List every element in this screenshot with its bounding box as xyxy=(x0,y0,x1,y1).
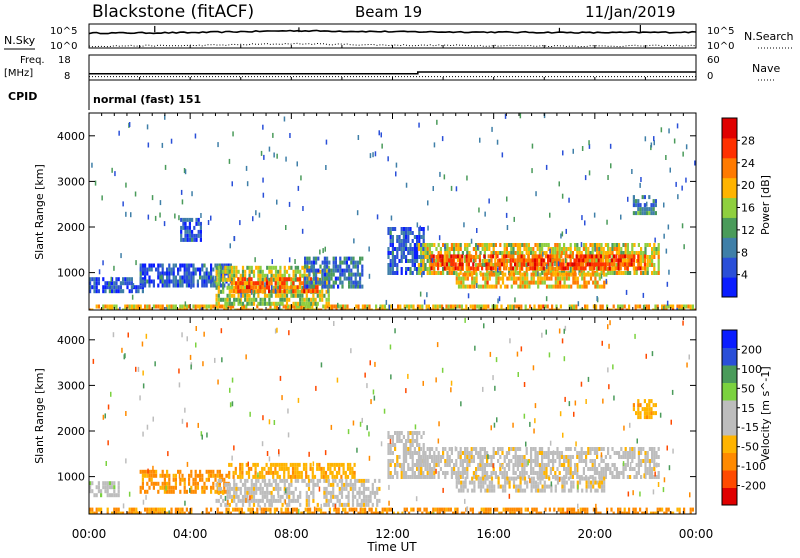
x-tick-label: 04:00 xyxy=(173,527,208,541)
x-tick-label: 00:00 xyxy=(679,527,714,541)
colorbar-tick-label: -15 xyxy=(741,421,759,434)
freq-line xyxy=(89,72,696,74)
x-tick-label: 08:00 xyxy=(274,527,309,541)
colorbar-swatch xyxy=(722,257,737,277)
velocity-ylabel: Slant Range [km] xyxy=(33,368,46,464)
y-tick-label: 2000 xyxy=(57,425,85,438)
nsearch-label: N.Search xyxy=(744,30,794,43)
power-colorbar: 28 24 20 16 12 8 4 xyxy=(722,118,755,298)
velocity-region xyxy=(228,463,356,479)
colorbar-swatch xyxy=(722,198,737,218)
colorbar-swatch xyxy=(722,365,737,383)
freq-tick-bottom: 8 xyxy=(64,71,70,82)
y-tick-label: 3000 xyxy=(57,379,85,392)
nave-tick-bottom: 0 xyxy=(707,71,713,82)
colorbar-swatch xyxy=(722,435,737,453)
x-tick-label: 16:00 xyxy=(476,527,511,541)
colorbar-swatch xyxy=(722,138,737,158)
y-tick-label: 2000 xyxy=(57,221,85,234)
freq-label: Freq. xyxy=(20,55,45,66)
noise-tick-left-top: 10^5 xyxy=(50,26,77,37)
colorbar-tick-label: 200 xyxy=(741,343,762,356)
noise-tick-left-bottom: 10^0 xyxy=(50,41,77,52)
colorbar-swatch xyxy=(722,400,737,418)
colorbar-tick-label: 4 xyxy=(741,269,748,282)
colorbar-swatch xyxy=(722,418,737,436)
noise-tick-right-top: 10^5 xyxy=(707,26,734,37)
velocity-panel xyxy=(89,317,696,519)
colorbar-swatch xyxy=(722,277,737,297)
velocity-colorbar-label: Velocity [m s^-1] xyxy=(759,366,772,461)
nave-tick-top: 60 xyxy=(707,55,720,66)
nsky-line xyxy=(89,30,696,33)
date-title: 11/Jan/2019 xyxy=(585,3,676,21)
power-ylabel: Slant Range [km] xyxy=(33,164,46,260)
x-tick-label: 00:00 xyxy=(72,527,107,541)
velocity-speckles xyxy=(93,318,691,519)
colorbar-tick-label: -50 xyxy=(741,441,759,454)
velocity-region xyxy=(89,481,120,497)
colorbar-swatch xyxy=(722,237,737,257)
y-tick-label: 1000 xyxy=(57,267,85,280)
beam-title: Beam 19 xyxy=(355,3,422,21)
velocity-region xyxy=(216,479,381,507)
colorbar-tick-label: 8 xyxy=(741,246,748,259)
power-panel xyxy=(89,113,697,315)
colorbar-swatch xyxy=(722,453,737,471)
colorbar-tick-label: 16 xyxy=(741,202,755,215)
colorbar-tick-label: -200 xyxy=(741,480,766,493)
colorbar-swatch xyxy=(722,217,737,237)
colorbar-swatch xyxy=(722,348,737,366)
colorbar-tick-label: 20 xyxy=(741,179,755,192)
colorbar-swatch xyxy=(722,178,737,198)
freq-tick-top: 18 xyxy=(58,55,71,66)
colorbar-tick-label: 24 xyxy=(741,157,755,170)
colorbar-swatch xyxy=(722,383,737,401)
x-tick-label: 20:00 xyxy=(578,527,613,541)
y-tick-label: 4000 xyxy=(57,334,85,347)
colorbar-swatch xyxy=(722,330,737,348)
power-colorbar-label: Power [dB] xyxy=(759,175,772,235)
power-region xyxy=(89,277,146,293)
velocity-region xyxy=(633,399,657,419)
colorbar-tick-label: 50 xyxy=(741,382,755,395)
station-title: Blackstone (fitACF) xyxy=(92,2,254,22)
colorbar-tick-label: 28 xyxy=(741,134,755,147)
velocity-y-ticks: 4000 3000 2000 1000 xyxy=(57,334,696,484)
cpid-label: CPID xyxy=(8,90,37,103)
x-axis-label: Time UT xyxy=(366,540,417,554)
colorbar-tick-label: 12 xyxy=(741,224,755,237)
power-region xyxy=(633,195,657,215)
nave-label: Nave xyxy=(752,62,780,75)
colorbar-swatch xyxy=(722,488,737,506)
y-tick-label: 1000 xyxy=(57,471,85,484)
colorbar-swatch xyxy=(722,118,737,138)
noise-tick-right-bottom: 10^0 xyxy=(707,41,734,52)
freq-unit: [MHz] xyxy=(4,68,33,79)
velocity-region xyxy=(140,470,230,494)
power-region xyxy=(456,273,608,289)
colorbar-tick-label: 15 xyxy=(741,402,755,415)
x-tick-label: 12:00 xyxy=(375,527,410,541)
colorbar-swatch xyxy=(722,158,737,178)
y-tick-label: 3000 xyxy=(57,175,85,188)
cpid-value: normal (fast) 151 xyxy=(93,93,201,106)
power-region xyxy=(180,218,202,242)
nsky-label: N.Sky xyxy=(4,34,36,47)
x-axis-ticks: 00:00 04:00 08:00 12:00 16:00 20:00 00:00 xyxy=(72,527,714,541)
power-cells xyxy=(89,113,697,315)
y-tick-label: 4000 xyxy=(57,130,85,143)
colorbar-swatch xyxy=(722,470,737,488)
noise-panel-frame xyxy=(89,24,696,48)
velocity-cells xyxy=(89,318,694,519)
